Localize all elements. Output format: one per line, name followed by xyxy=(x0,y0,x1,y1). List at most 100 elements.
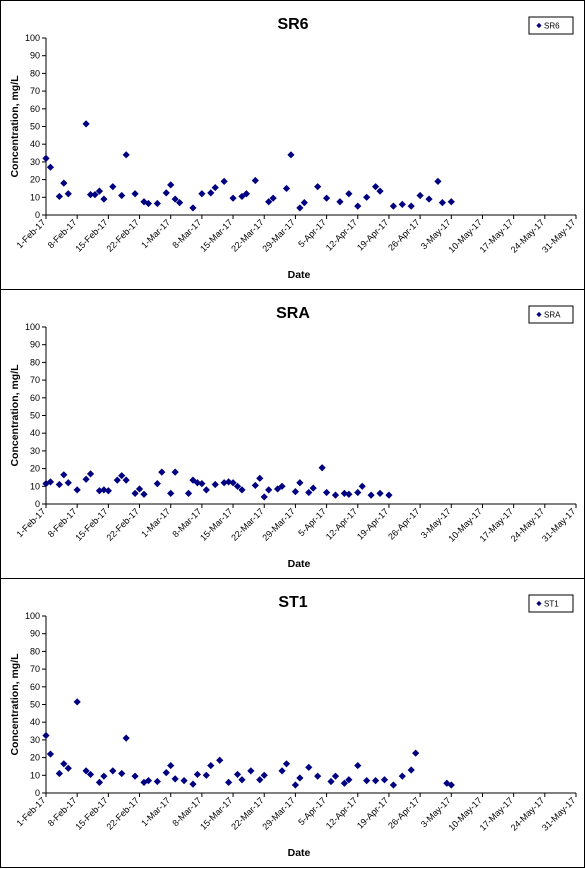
x-tick-label: 29-Mar-17 xyxy=(260,217,296,253)
data-point xyxy=(193,770,202,779)
data-point xyxy=(180,777,188,785)
data-point xyxy=(318,464,326,472)
x-tick-label: 29-Mar-17 xyxy=(260,506,296,542)
data-point xyxy=(216,756,224,764)
data-point xyxy=(389,781,397,789)
x-tick-label: 15-Feb-17 xyxy=(73,795,109,831)
legend-label: ST1 xyxy=(544,600,559,609)
data-point xyxy=(296,204,304,212)
x-tick-label: 1-Mar-17 xyxy=(139,506,172,539)
data-point xyxy=(380,776,389,784)
x-tick-label: 26-Apr-17 xyxy=(386,795,421,830)
data-point xyxy=(184,489,193,497)
data-point xyxy=(291,781,300,789)
x-tick-label: 1-Feb-17 xyxy=(15,795,48,828)
data-point xyxy=(327,777,335,786)
data-point xyxy=(167,181,175,189)
x-tick-label: 26-Apr-17 xyxy=(386,217,421,252)
chart-panel-sr6: SR6 0 10 20 30 40 50 60 70 80 90 100 1-Feb-17 8-Feb-1… xyxy=(0,0,585,290)
data-point xyxy=(251,481,259,490)
legend-marker xyxy=(536,22,542,29)
legend-box xyxy=(528,16,574,35)
data-point xyxy=(434,177,442,185)
data-point xyxy=(229,479,237,487)
data-point xyxy=(100,195,108,203)
y-tick-label: 100 xyxy=(25,322,40,332)
data-point xyxy=(376,187,384,195)
data-point xyxy=(447,198,455,206)
x-axis-label: Date xyxy=(288,847,311,859)
data-point xyxy=(371,183,380,191)
chart-panel-sra: SRA 0 10 20 30 40 50 60 70 80 90 100 1-Feb-17 8-Feb-1… xyxy=(0,289,585,579)
data-point xyxy=(278,482,286,490)
data-point xyxy=(176,199,184,207)
data-point xyxy=(113,476,121,484)
data-point xyxy=(158,468,166,476)
y-tick-label: 90 xyxy=(30,629,40,639)
x-tick-label: 1-Feb-17 xyxy=(15,217,48,250)
x-tick-label: 19-Apr-17 xyxy=(355,217,390,252)
data-point xyxy=(416,191,424,200)
y-tick-label: 80 xyxy=(30,68,40,78)
x-axis-label: Date xyxy=(288,558,311,570)
data-point xyxy=(322,194,331,202)
data-point xyxy=(91,191,99,199)
data-point xyxy=(425,195,433,203)
y-tick-label: 50 xyxy=(30,700,40,710)
data-point xyxy=(260,771,268,779)
data-point xyxy=(202,486,210,494)
data-point xyxy=(189,204,197,212)
x-tick-label: 19-Apr-17 xyxy=(355,795,390,830)
data-point xyxy=(86,191,95,199)
data-point xyxy=(300,199,308,207)
y-tick-label: 10 xyxy=(30,770,40,780)
data-point xyxy=(171,468,179,476)
data-point xyxy=(202,771,210,779)
data-point xyxy=(336,198,344,206)
data-point xyxy=(389,202,397,210)
y-tick-label: 50 xyxy=(30,122,40,132)
data-point xyxy=(438,199,446,207)
data-point xyxy=(260,493,268,501)
data-point xyxy=(144,199,153,208)
data-point xyxy=(73,698,81,706)
y-tick-label: 80 xyxy=(30,357,40,367)
data-point xyxy=(118,769,126,778)
x-tick-label: 12-Apr-17 xyxy=(324,506,359,541)
data-point xyxy=(363,193,371,201)
data-point xyxy=(247,767,255,775)
data-point xyxy=(153,777,161,786)
y-tick-label: 60 xyxy=(30,393,40,403)
x-tick-label: 5-Apr-17 xyxy=(296,506,328,538)
data-point xyxy=(340,489,349,497)
legend-box xyxy=(528,305,574,324)
data-point xyxy=(220,177,228,185)
y-tick-label: 80 xyxy=(30,646,40,656)
x-tick-label: 29-Mar-17 xyxy=(260,795,296,831)
data-point xyxy=(371,777,380,785)
data-point xyxy=(60,471,68,479)
data-point xyxy=(167,489,175,497)
x-tick-label: 15-Feb-17 xyxy=(73,506,109,542)
y-tick-label: 10 xyxy=(30,481,40,491)
x-tick-label: 31-May-17 xyxy=(540,506,577,543)
data-point xyxy=(238,776,246,784)
chart-svg-sr6: SR601020304050607080901001-Feb-178-Feb-1… xyxy=(9,16,577,281)
y-tick-label: 0 xyxy=(35,788,40,798)
y-tick-label: 20 xyxy=(30,464,40,474)
data-point xyxy=(225,778,233,786)
x-tick-label: 26-Apr-17 xyxy=(386,506,421,541)
data-point xyxy=(305,488,313,497)
x-tick-label: 19-Apr-17 xyxy=(355,506,390,541)
data-point xyxy=(296,774,304,782)
x-tick-label: 15-Mar-17 xyxy=(198,217,234,253)
data-point xyxy=(265,198,273,206)
y-tick-label: 0 xyxy=(35,210,40,220)
x-tick-label: 5-Apr-17 xyxy=(296,217,328,249)
x-tick-label: 22-Feb-17 xyxy=(105,506,141,542)
chart-title: SRA xyxy=(276,305,310,322)
x-tick-label: 1-Mar-17 xyxy=(139,795,172,828)
data-point xyxy=(256,776,264,784)
y-axis-label: Concentration, mg/L xyxy=(9,653,21,756)
